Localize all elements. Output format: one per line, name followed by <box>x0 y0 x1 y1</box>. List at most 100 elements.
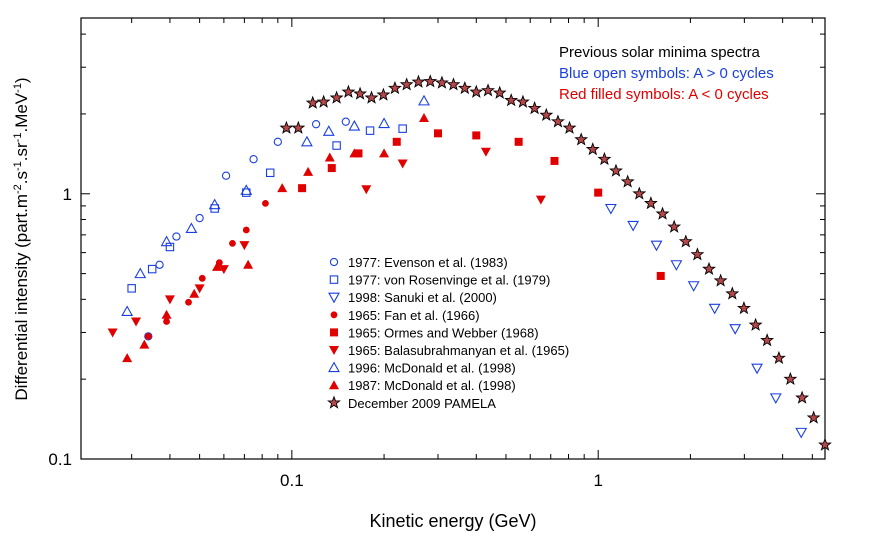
data-point <box>418 94 430 106</box>
x-tick-label: 1 <box>593 471 602 490</box>
data-point <box>643 196 658 210</box>
data-point <box>708 303 721 315</box>
data-point <box>515 94 530 108</box>
data-point <box>620 174 635 188</box>
data-point <box>480 147 491 157</box>
data-point <box>527 101 542 115</box>
data-point <box>650 240 663 252</box>
data-point <box>161 309 172 319</box>
data-point <box>632 186 647 200</box>
data-point <box>134 267 147 279</box>
series-4 <box>298 129 665 280</box>
data-point <box>457 80 472 95</box>
data-point <box>481 83 495 97</box>
x-axis-label: Kinetic energy (GeV) <box>369 511 536 531</box>
data-point <box>472 131 481 140</box>
data-point <box>311 120 321 129</box>
data-point <box>392 137 401 146</box>
data-point <box>239 241 250 251</box>
data-point <box>751 363 763 375</box>
data-point <box>262 199 269 207</box>
data-point <box>198 274 206 282</box>
series-0 <box>144 117 350 341</box>
y-tick-label: 1 <box>63 185 72 204</box>
legend-entry: 1977: Evenson et al. (1983) <box>348 255 508 270</box>
annotation: Blue open symbols: A > 0 cycles <box>559 65 774 82</box>
data-series <box>107 74 832 451</box>
data-point <box>725 286 740 300</box>
data-point <box>574 132 589 146</box>
legend-entry: 1987: McDonald et al. (1998) <box>348 378 516 393</box>
data-point <box>656 271 665 280</box>
legend-marker <box>330 311 338 319</box>
data-point <box>265 168 275 178</box>
data-point <box>760 333 775 347</box>
legend-marker <box>329 380 339 390</box>
axis-tick-labels: 0.1 1 0.1 1 <box>48 185 603 490</box>
data-point <box>185 222 198 234</box>
data-point <box>242 226 250 234</box>
data-point <box>221 171 231 180</box>
data-point <box>324 152 335 162</box>
data-point <box>713 273 728 287</box>
data-point <box>127 284 136 293</box>
plot-frame <box>80 17 826 460</box>
data-point <box>514 137 523 146</box>
data-point <box>165 242 175 252</box>
data-point <box>818 437 832 451</box>
data-point <box>411 74 426 88</box>
data-point <box>240 184 253 195</box>
legend-marker <box>328 361 340 373</box>
y-axis-label-part: -1 <box>12 133 24 143</box>
data-point <box>185 298 192 306</box>
data-point <box>353 86 368 100</box>
legend-entry: 1977: von Rosenvinge et al. (1979) <box>348 273 550 288</box>
y-axis-label: Differential intensity (part.m-2.s-1.sr-… <box>12 77 31 400</box>
data-point <box>795 390 810 404</box>
data-point <box>303 166 314 176</box>
data-point <box>806 410 821 424</box>
y-axis-label-part: -2 <box>12 184 24 194</box>
data-point <box>690 247 705 261</box>
data-point <box>121 305 134 317</box>
y-tick-label: 0.1 <box>48 450 72 469</box>
data-point <box>155 260 164 269</box>
annotation: Red filled symbols: A < 0 cycles <box>559 86 769 103</box>
data-point <box>329 90 344 104</box>
data-point <box>243 259 254 269</box>
y-axis-label-part: .sr <box>12 142 31 161</box>
data-point <box>327 164 336 173</box>
data-point <box>279 120 294 134</box>
series-2 <box>604 203 808 439</box>
data-point <box>122 353 133 363</box>
data-point <box>769 393 782 405</box>
data-point <box>341 117 350 126</box>
data-point <box>341 84 356 98</box>
data-point <box>535 195 546 205</box>
data-point <box>702 261 716 276</box>
data-point <box>364 90 379 104</box>
data-point <box>212 261 223 271</box>
legend-entry: 1996: McDonald et al. (1998) <box>348 361 516 376</box>
y-axis-label-part: .MeV <box>12 92 31 132</box>
data-point <box>446 77 461 91</box>
data-point <box>492 85 507 99</box>
legend-marker <box>329 275 339 284</box>
legend-entry: December 2009 PAMELA <box>348 396 496 411</box>
data-point <box>131 317 142 327</box>
data-point <box>189 288 200 298</box>
data-point <box>322 125 335 136</box>
data-point <box>434 129 443 138</box>
series-7 <box>122 113 429 363</box>
legend-entry: 1965: Fan et al. (1966) <box>348 308 480 323</box>
data-point <box>163 318 170 325</box>
data-point <box>300 135 313 147</box>
data-point <box>107 328 118 338</box>
data-point <box>397 159 408 169</box>
data-point <box>298 184 307 193</box>
data-point <box>594 188 603 197</box>
data-point <box>736 301 751 315</box>
data-point <box>423 74 438 88</box>
series-8 <box>279 74 832 451</box>
data-point <box>783 371 798 386</box>
